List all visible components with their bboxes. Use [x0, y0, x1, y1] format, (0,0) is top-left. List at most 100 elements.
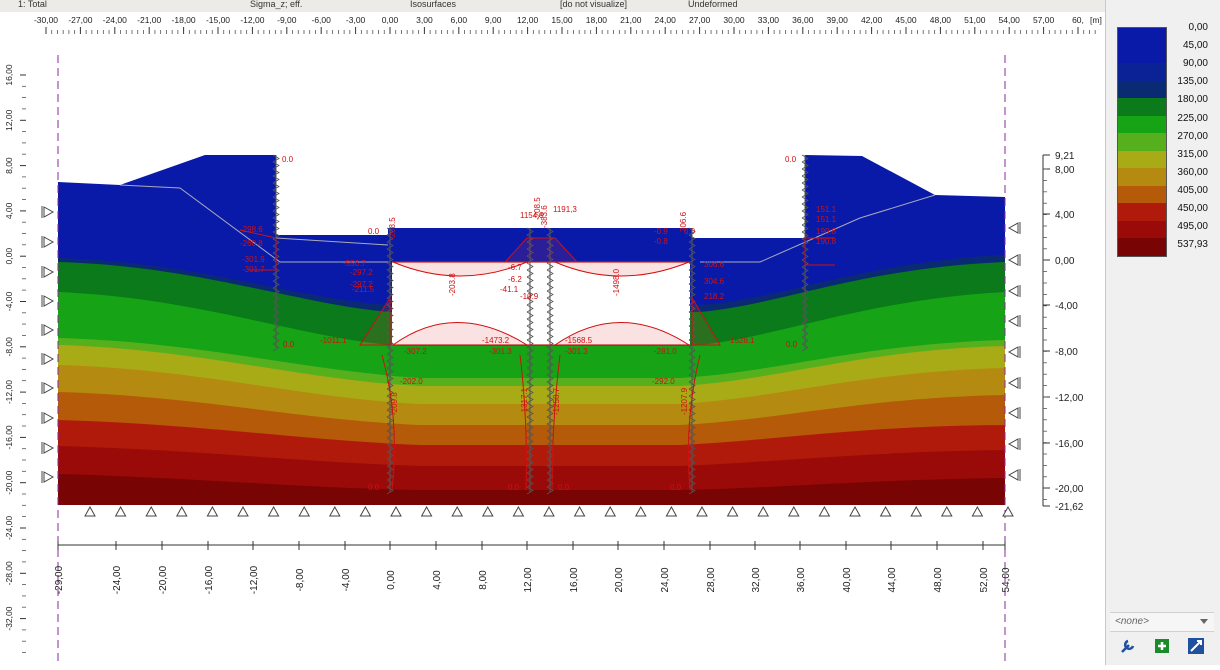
top-ruler-label: 30,00: [723, 15, 745, 25]
top-ruler-unit: [m]: [1090, 15, 1102, 25]
support-triangle: [175, 505, 188, 517]
legend-swatch: [1118, 168, 1166, 186]
force-value-label: -1317.1: [520, 387, 529, 415]
support-triangle: [451, 505, 464, 517]
left-ruler-label: -4,00: [4, 292, 14, 312]
force-value-label: -297.2: [350, 268, 373, 277]
force-value-label: -301.7: [242, 265, 265, 274]
legend-scheme-dropdown[interactable]: <none>: [1110, 612, 1214, 632]
support-triangle: [573, 505, 586, 517]
force-value-label: -6.7: [508, 263, 522, 272]
elevation-label: 0,00: [1055, 256, 1075, 267]
elevation-label: 4,00: [1055, 210, 1075, 221]
support-triangle: [512, 505, 525, 517]
dimension-label: 48,00: [933, 567, 944, 592]
legend-value: 315,00: [1177, 148, 1208, 160]
force-value-label: -209.8: [390, 392, 399, 415]
top-ruler-label: -3,00: [346, 15, 366, 25]
left-ruler-label: -12,00: [4, 380, 14, 404]
dimension-label: 32,00: [751, 567, 762, 592]
display-mode-field[interactable]: Isosurfaces: [410, 0, 457, 9]
force-value-label: -1473.2: [482, 336, 510, 345]
force-value-label: 0.0: [282, 155, 294, 164]
force-value-label: -211.5: [352, 285, 375, 294]
force-value-label: 0.0: [368, 227, 380, 236]
left-ruler-label: 16,00: [4, 64, 14, 86]
force-value-label: -297.2: [350, 280, 373, 289]
legend-value: 90,00: [1182, 58, 1208, 70]
top-ruler-label: 27,00: [689, 15, 711, 25]
force-value-label: -10.9: [520, 292, 539, 301]
force-value-label: -301.3: [489, 347, 512, 356]
top-ruler-label: 15,00: [551, 15, 573, 25]
left-ruler-label: 12,00: [4, 109, 14, 131]
dimension-label: 8,00: [478, 570, 489, 590]
legend-swatch: [1118, 185, 1166, 204]
legend-value: 450,00: [1177, 203, 1208, 214]
top-ruler-label: 3,00: [416, 15, 433, 25]
left-ruler-label: -28,00: [4, 561, 14, 585]
top-ruler-label: 6,00: [451, 15, 468, 25]
drawing-canvas[interactable]: -30,00 -27,00 -24,00 -21,00 -18,00 -15,00 -12,…: [0, 12, 1105, 665]
elevation-label: -12,00: [1055, 393, 1084, 404]
top-ruler-label: 24,00: [655, 15, 677, 25]
dimension-label: 54,00: [1001, 567, 1012, 592]
color-legend: [1117, 27, 1167, 257]
top-ruler-label: -27,00: [68, 15, 92, 25]
legend-value: 135,00: [1177, 76, 1208, 88]
force-value-label: -307.2: [404, 347, 427, 356]
wrench-icon[interactable]: [1118, 636, 1138, 656]
support-triangle: [328, 505, 341, 517]
legend-swatch: [1118, 45, 1166, 64]
support-triangle: [1007, 469, 1019, 481]
legend-swatch: [1118, 133, 1166, 151]
support-triangle: [43, 382, 55, 394]
support-triangle: [1002, 505, 1014, 517]
top-ruler-label: 12,00: [517, 15, 539, 25]
support-triangle: [1007, 407, 1019, 419]
fem-results-view[interactable]: -30,00 -27,00 -24,00 -21,00 -18,00 -15,00 -12,…: [0, 12, 1105, 665]
top-ruler-label: 45,00: [895, 15, 917, 25]
left-ruler-label: 4,00: [4, 202, 14, 219]
force-value-label: -260.8: [240, 239, 263, 248]
support-triangle: [910, 505, 923, 517]
vectors-field[interactable]: [do not visualize]: [560, 0, 628, 9]
support-triangle: [43, 471, 55, 483]
legend-swatch: [1118, 220, 1166, 239]
chevron-down-icon: [1200, 619, 1208, 624]
legend-swatch: [1118, 28, 1166, 46]
dimension-label: 16,00: [569, 567, 580, 592]
force-value-label: -1258.7: [552, 387, 561, 415]
support-triangle: [1007, 438, 1019, 450]
legend-swatch: [1118, 150, 1166, 169]
force-value-label: -41.1: [500, 285, 519, 294]
top-ruler-label: 57,00: [1033, 15, 1055, 25]
support-triangle: [665, 505, 678, 517]
legend-swatch: [1118, 203, 1166, 221]
support-triangle: [818, 505, 831, 517]
dimension-label: 4,00: [432, 570, 443, 590]
dimension-label: -8,00: [295, 568, 306, 591]
quantity-field[interactable]: Sigma_z; eff.: [250, 0, 303, 9]
force-value-label: -0.8: [654, 237, 668, 246]
force-value-label: 0.0: [684, 227, 696, 236]
support-triangle: [849, 505, 861, 517]
top-ruler-label: 48,00: [930, 15, 952, 25]
top-ruler-label: -24,00: [103, 15, 127, 25]
support-triangle: [1007, 346, 1019, 358]
legend-value: 225,00: [1177, 112, 1208, 124]
support-triangle: [145, 505, 158, 517]
support-triangle: [390, 505, 402, 517]
analysis-stage-field[interactable]: 1: Total: [18, 0, 47, 9]
force-value-label: 218.2: [704, 292, 725, 301]
dropdown-value: <none>: [1115, 616, 1149, 627]
dimension-label: 52,00: [979, 567, 990, 592]
settings-icon[interactable]: [1186, 636, 1206, 656]
legend-swatch: [1118, 80, 1166, 99]
deformation-field[interactable]: Undeformed: [688, 0, 738, 9]
support-triangle: [787, 505, 800, 517]
top-ruler-label: -21,00: [137, 15, 161, 25]
force-value-label: 304.6: [704, 277, 725, 286]
support-triangle: [757, 505, 770, 517]
add-icon[interactable]: [1152, 636, 1172, 656]
